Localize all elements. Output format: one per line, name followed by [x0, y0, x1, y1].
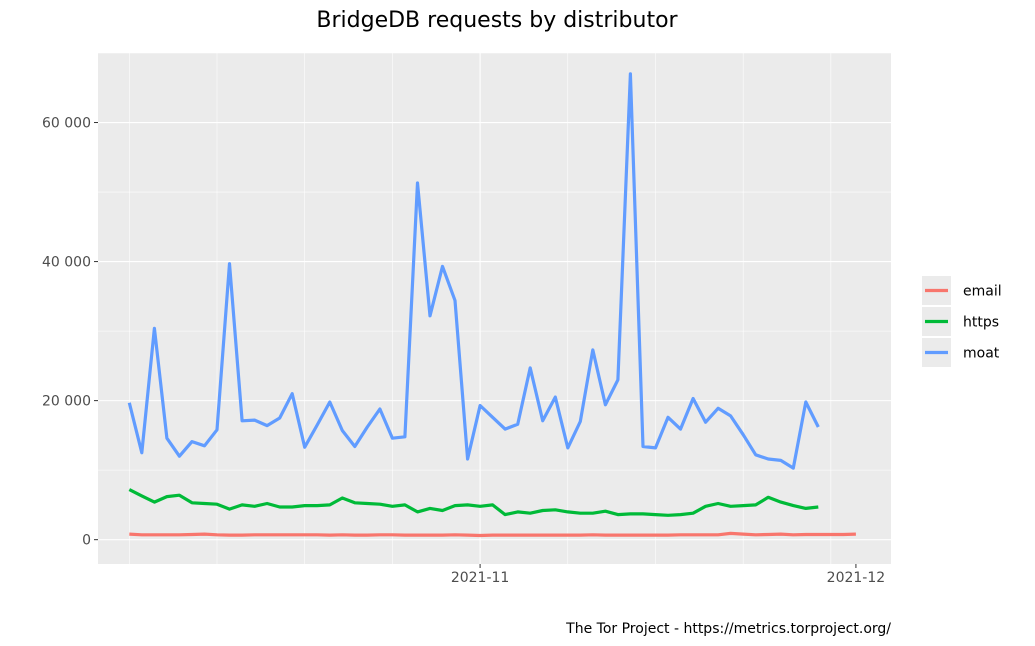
plot-panel — [98, 53, 891, 564]
series-line-email — [129, 531, 856, 538]
y-axis: 0 20 000 40 000 60 000 — [42, 116, 98, 549]
y-tick-label: 20 000 — [42, 394, 91, 410]
chart-title: BridgeDB requests by distributor — [316, 8, 678, 33]
series-line-https — [128, 488, 819, 517]
legend-label-moat: moat — [963, 346, 1000, 362]
legend-label-https: https — [963, 315, 999, 331]
y-tick-label: 60 000 — [42, 116, 91, 132]
series-line-moat — [127, 72, 820, 470]
x-axis: 2021-11 2021-12 — [451, 564, 885, 586]
x-tick-label: 2021-11 — [451, 570, 510, 586]
chart-caption: The Tor Project - https://metrics.torpro… — [565, 621, 891, 637]
x-tick-label: 2021-12 — [827, 570, 886, 586]
grid-major — [98, 53, 891, 564]
legend: email https moat — [922, 276, 1002, 367]
y-tick-label: 0 — [82, 533, 91, 549]
y-tick-label: 40 000 — [42, 255, 91, 271]
grid-minor — [98, 52, 891, 564]
legend-label-email: email — [963, 284, 1002, 300]
series-lines — [127, 72, 856, 538]
